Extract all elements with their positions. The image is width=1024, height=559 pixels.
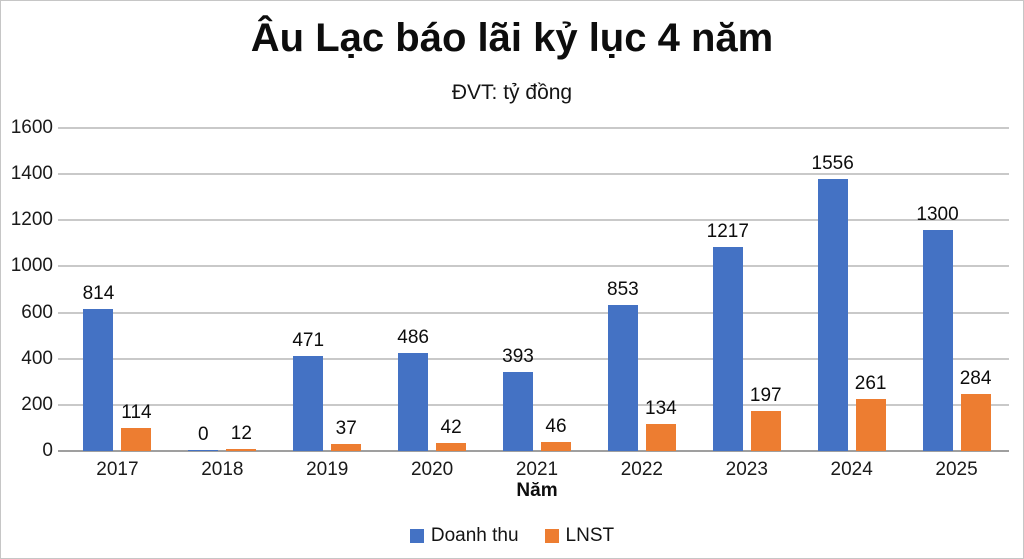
y-tick-label: 400 (21, 347, 53, 369)
x-axis-title: Năm (516, 480, 558, 501)
bar-doanh-thu-2023 (712, 246, 743, 451)
gridline (58, 173, 1009, 176)
x-axis-line (58, 450, 1009, 452)
legend: Doanh thu LNST (1, 525, 1023, 547)
gridline (58, 403, 1009, 406)
bar-lnst-2019 (331, 443, 362, 451)
x-tick-label: 2022 (620, 459, 664, 480)
bar-value-label: 37 (335, 417, 357, 439)
y-tick-label: 600 (21, 301, 53, 323)
bar-doanh-thu-2019 (293, 356, 324, 451)
x-tick-label: 2024 (830, 459, 873, 480)
y-tick-label: 0 (42, 440, 53, 461)
gridline (58, 265, 1009, 268)
y-tick-label: 1200 (10, 209, 53, 231)
legend-swatch-icon (409, 529, 424, 543)
bar-value-label: 471 (292, 330, 325, 352)
x-tick-label: 2025 (935, 459, 978, 480)
bar-value-label: 0 (198, 423, 209, 445)
bar-value-label: 1300 (916, 204, 959, 226)
x-tick-label: 2019 (306, 459, 349, 480)
y-tick-label: 1400 (10, 163, 53, 185)
bar-value-label: 261 (854, 372, 887, 394)
bar-value-label: 197 (749, 385, 782, 407)
legend-label: Doanh thu (430, 525, 519, 546)
x-tick-label: 2020 (410, 459, 454, 480)
x-tick-label: 2021 (515, 459, 559, 480)
legend-label: LNST (565, 525, 615, 546)
bar-value-label: 284 (959, 367, 992, 389)
bar-value-label: 1217 (706, 220, 749, 242)
bar-lnst-2024 (855, 398, 886, 451)
bar-lnst-2022 (645, 424, 676, 451)
bar-value-label: 1556 (811, 152, 854, 174)
bar-value-label: 486 (397, 327, 429, 349)
bar-lnst-2020 (436, 442, 467, 451)
bar-value-label: 814 (82, 283, 115, 305)
bar-doanh-thu-2020 (398, 353, 429, 451)
bar-doanh-thu-2017 (83, 309, 114, 451)
x-tick-label: 2023 (725, 459, 768, 480)
y-tick-label: 200 (21, 393, 53, 415)
bar-value-label: 12 (230, 422, 252, 444)
bar-value-label: 393 (502, 346, 534, 368)
gridline (58, 219, 1009, 222)
gridline (58, 311, 1009, 314)
bar-lnst-2018 (226, 448, 257, 451)
bar-doanh-thu-2024 (817, 178, 848, 451)
bar-value-label: 134 (645, 398, 677, 420)
bar-lnst-2021 (541, 441, 571, 451)
gridline (58, 357, 1009, 360)
x-tick-label: 2018 (201, 459, 244, 480)
y-tick-label: 1600 (10, 117, 53, 138)
bar-value-label: 853 (607, 279, 639, 301)
legend-item-lnst: LNST (544, 525, 615, 547)
bar-doanh-thu-2022 (607, 305, 638, 451)
bar-lnst-2025 (960, 393, 991, 451)
bar-value-label: 42 (440, 416, 462, 438)
bar-lnst-2023 (750, 411, 781, 451)
legend-item-doanh-thu: Doanh thu (409, 525, 519, 547)
legend-swatch-icon (544, 529, 559, 543)
bar-doanh-thu-2018 (188, 449, 219, 451)
x-tick-label: 2017 (96, 459, 139, 480)
gridline (58, 127, 1009, 129)
bar-doanh-thu-2025 (922, 230, 953, 451)
chart-subtitle: ĐVT: tỷ đồng (451, 81, 573, 104)
bar-value-label: 114 (121, 402, 152, 424)
bar-doanh-thu-2021 (503, 372, 533, 451)
bar-lnst-2017 (121, 428, 152, 451)
y-tick-label: 1000 (10, 255, 53, 277)
chart-title: Âu Lạc báo lãi kỷ lục 4 năm (250, 16, 774, 60)
bar-value-label: 46 (545, 415, 567, 437)
